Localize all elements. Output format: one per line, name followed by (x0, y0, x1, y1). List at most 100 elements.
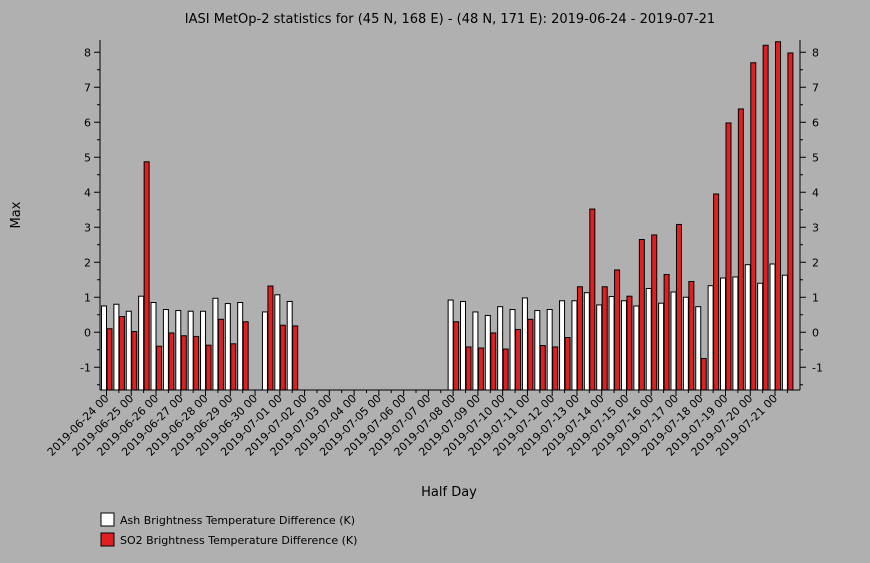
y-tick-label-right: 3 (812, 221, 819, 234)
legend-label-ash: Ash Brightness Temperature Difference (K… (120, 514, 355, 527)
so2-bar (106, 328, 113, 391)
so2-bar (688, 281, 695, 391)
ash-bar (695, 306, 702, 391)
ash-bar (744, 264, 751, 391)
so2-bar (143, 161, 150, 391)
ash-bar (596, 304, 603, 391)
ash-bar (645, 288, 652, 391)
y-tick-label-left: -1 (80, 361, 91, 374)
ash-bar (261, 311, 268, 391)
so2-bar (576, 286, 583, 391)
y-tick-label-left: 3 (84, 221, 91, 234)
so2-bar (552, 346, 559, 391)
so2-bar (663, 274, 670, 391)
so2-bar (651, 234, 658, 391)
so2-bar (131, 331, 138, 391)
ash-bar (175, 310, 182, 391)
ash-bar (781, 274, 788, 391)
y-tick-label-left: 5 (84, 151, 91, 164)
ash-bar (682, 296, 689, 391)
so2-bar (180, 335, 187, 391)
y-tick-label-right: -1 (812, 361, 823, 374)
y-tick-label-left: 2 (84, 256, 91, 269)
ash-bar (286, 300, 293, 391)
so2-bar (614, 269, 621, 391)
so2-bar (477, 347, 484, 391)
so2-bar (750, 62, 757, 391)
y-tick-label-right: 5 (812, 151, 819, 164)
ash-bar (212, 297, 219, 391)
ash-bar (769, 263, 776, 391)
so2-bar (217, 318, 224, 391)
so2-bar (626, 295, 633, 391)
so2-bar (490, 332, 497, 391)
ash-bar (633, 305, 640, 391)
so2-bar (775, 41, 782, 391)
so2-bar (267, 285, 274, 391)
so2-bar (465, 346, 472, 391)
y-tick-label-left: 4 (84, 186, 91, 199)
ash-bar (546, 309, 553, 391)
ash-bar (447, 299, 454, 391)
so2-bar (700, 358, 707, 391)
so2-bar (205, 344, 212, 391)
so2-bar (725, 122, 732, 391)
so2-bar (242, 321, 249, 391)
ash-bar (101, 305, 107, 391)
y-tick-label-right: 4 (812, 186, 819, 199)
ash-bar (472, 311, 479, 391)
legend-label-so2: SO2 Brightness Temperature Difference (K… (120, 534, 357, 547)
legend-swatch-so2 (100, 532, 115, 547)
ash-bar (187, 310, 194, 391)
ash-bar (497, 306, 504, 391)
so2-bar (539, 345, 546, 391)
y-axis-label: Max (9, 201, 24, 228)
so2-bar (638, 239, 645, 391)
so2-bar (453, 321, 460, 391)
y-tick-label-right: 1 (812, 291, 819, 304)
so2-bar (601, 286, 608, 391)
so2-bar (292, 325, 299, 391)
ash-bar (707, 285, 714, 391)
x-axis-label: Half Day (421, 485, 477, 500)
ash-bar (274, 294, 281, 391)
ash-bar (509, 309, 516, 391)
chart-title: IASI MetOp-2 statistics for (45 N, 168 E… (185, 12, 715, 27)
so2-bar (279, 324, 286, 391)
ash-bar (757, 282, 764, 391)
so2-bar (737, 108, 744, 391)
ash-bar (670, 291, 677, 391)
ash-bar (113, 303, 120, 391)
ash-bar (720, 277, 726, 391)
ash-bar (620, 300, 627, 391)
y-tick-label-left: 1 (84, 291, 91, 304)
y-tick-label-right: 8 (812, 46, 819, 59)
ash-bar (534, 310, 541, 391)
so2-bar (515, 328, 522, 391)
ash-bar (484, 314, 491, 391)
ash-bar (150, 302, 157, 391)
y-tick-label-right: 6 (812, 116, 819, 129)
ash-bar (224, 303, 231, 391)
ash-bar (460, 300, 467, 391)
ash-bar (200, 310, 207, 391)
so2-bar (502, 348, 509, 391)
y-tick-label-right: 7 (812, 81, 819, 94)
so2-bar (762, 44, 769, 391)
ash-bar (658, 302, 665, 391)
ash-bar (138, 295, 145, 391)
ash-bar (583, 292, 590, 391)
so2-bar (168, 332, 175, 391)
y-tick-label-right: 2 (812, 256, 819, 269)
y-tick-label-right: 0 (812, 326, 819, 339)
ash-bar (237, 302, 244, 391)
y-tick-label-left: 8 (84, 46, 91, 59)
so2-bar (527, 318, 534, 391)
ash-bar (608, 296, 615, 391)
ash-bar (521, 297, 528, 391)
y-tick-label-left: 0 (84, 326, 91, 339)
so2-bar (118, 316, 125, 391)
so2-bar (193, 335, 200, 391)
